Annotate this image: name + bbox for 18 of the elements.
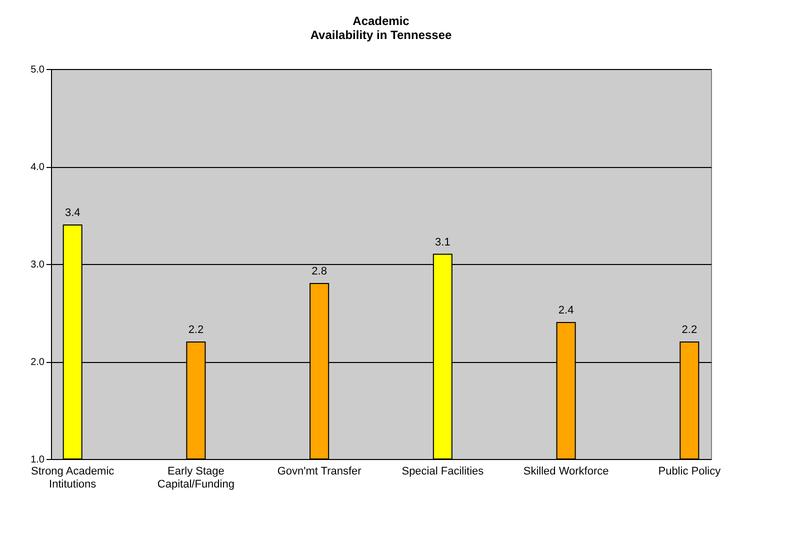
x-tick-label: Skilled Workforce — [523, 466, 609, 478]
y-tick-label: 2.0 — [30, 357, 45, 368]
data-label: 2.8 — [312, 266, 327, 278]
x-tick-label: Strong Academic Intitutions — [31, 466, 115, 490]
data-label: 2.4 — [558, 304, 574, 316]
data-label: 2.2 — [188, 324, 204, 336]
data-label: 2.2 — [682, 324, 698, 336]
y-tick-label: 4.0 — [30, 162, 45, 173]
data-label: 3.1 — [435, 236, 450, 248]
x-tick-label: Public Policy — [658, 466, 722, 478]
data-label: 3.4 — [64, 207, 80, 219]
x-tick-label: Govn'mt Transfer — [277, 466, 362, 478]
chart-title: Academic Availability in Tennessee — [310, 14, 452, 42]
y-tick-label: 1.0 — [30, 454, 45, 466]
x-tick-label: Early Stage Capital/Funding — [157, 466, 234, 490]
x-tick-label: Special Facilities — [402, 466, 484, 478]
y-tick-label: 3.0 — [30, 260, 45, 270]
y-tick-label: 5.0 — [30, 64, 45, 76]
